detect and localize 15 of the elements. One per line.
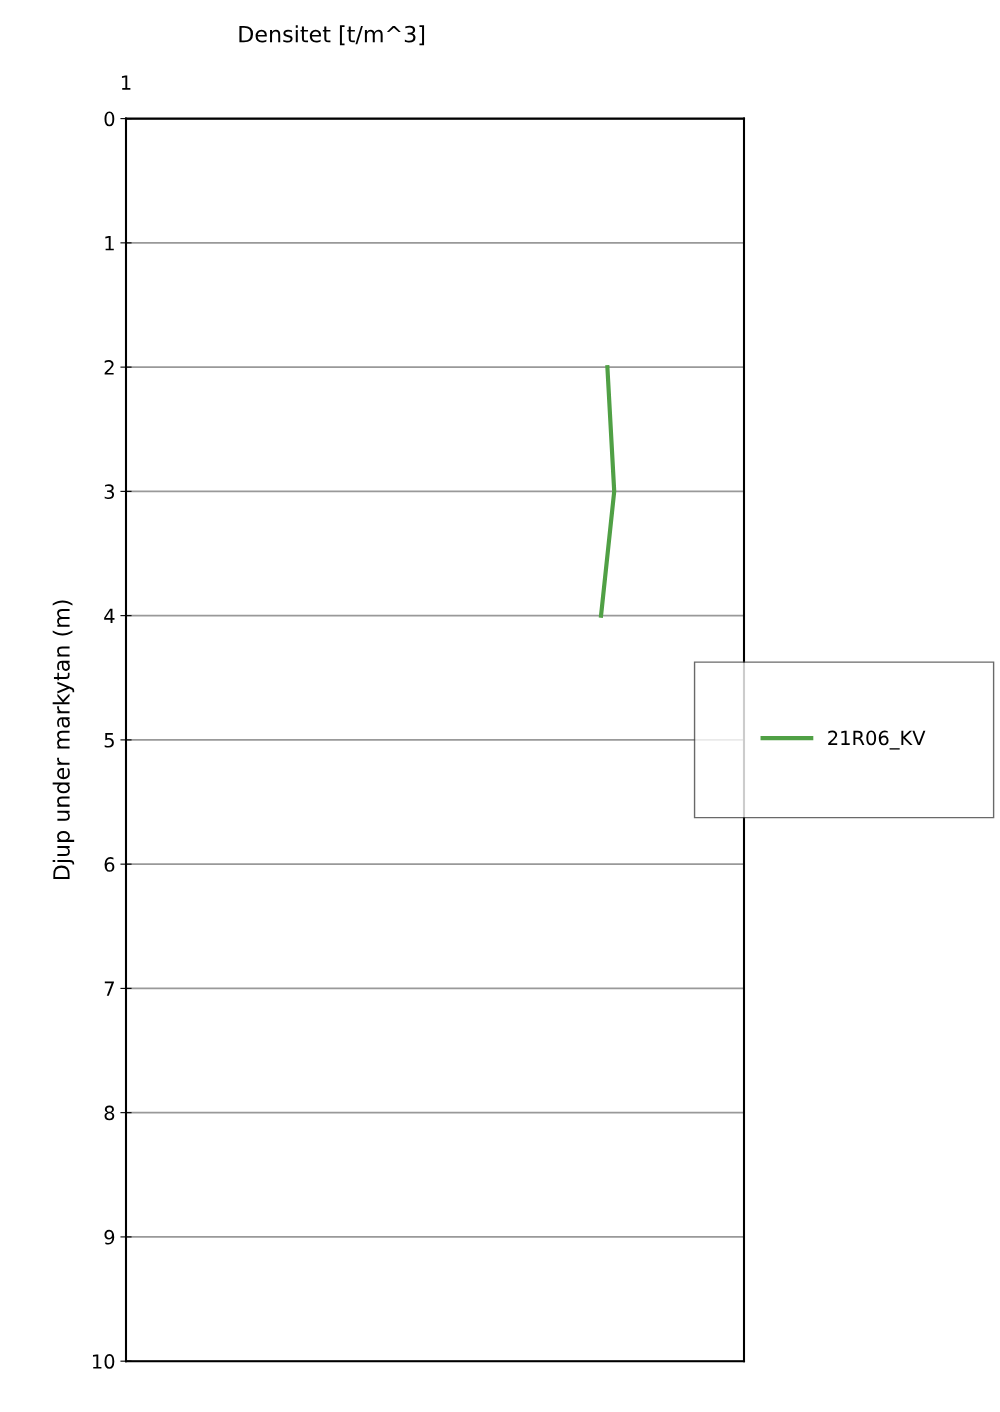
text: 1	[121, 75, 131, 90]
y-tick-label: 5	[104, 733, 114, 748]
y-tick-label: 10	[92, 1354, 115, 1369]
legend-label: 21R06_KV	[828, 730, 926, 750]
y-tick-label: 9	[104, 1229, 115, 1245]
y-axis-title: Djup under markytan (m)	[52, 600, 75, 880]
y-tick-label: 6	[104, 857, 115, 872]
y-tick-label: 4	[104, 608, 115, 624]
y-tick-label: 1	[105, 236, 114, 251]
y-tick-label: 2	[104, 360, 114, 375]
y-tick-label: 7	[104, 981, 114, 996]
y-tick-label: 3	[104, 484, 115, 500]
y-tick-label: 0	[104, 111, 115, 127]
y-tick-label: 8	[104, 1105, 115, 1121]
chart-title: Densitet [t/m^3]	[239, 25, 425, 46]
